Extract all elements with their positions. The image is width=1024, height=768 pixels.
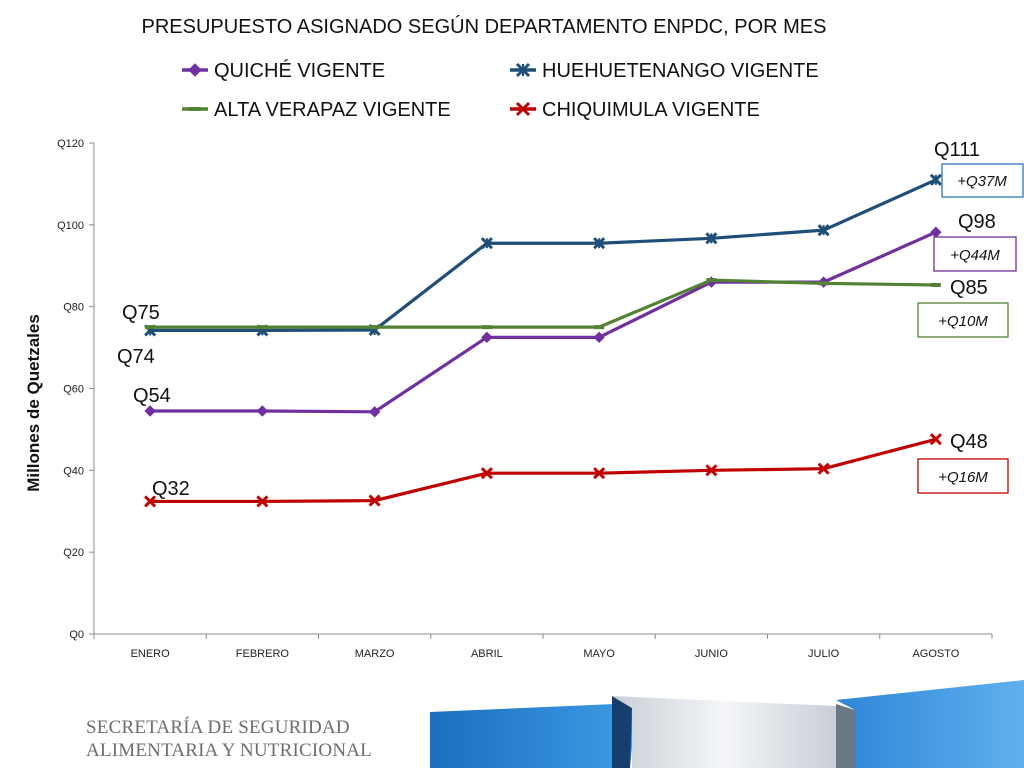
data-point-chiquimula — [368, 494, 381, 507]
annotations: Q75 Q74 Q54 Q32 Q111 +Q37M Q98 +Q44M Q85 +Q10M Q48… — [117, 139, 1024, 500]
legend-label: HUEHUETENANGO VIGENTE — [542, 60, 819, 82]
y-tick-label: Q20 — [63, 547, 84, 559]
data-point-alta_verapaz — [594, 325, 605, 330]
data-point-quiche — [481, 331, 493, 344]
x-tick-label: ENERO — [131, 648, 171, 660]
legend-marker — [515, 101, 531, 117]
axes: Q0 Q20 Q40 Q60 Q80 Q100 Q120 ENERO FEBRERO MARZO A… — [57, 138, 993, 660]
data-point-chiquimula — [144, 495, 157, 508]
start-label-alta_verapaz: Q75 — [122, 302, 160, 324]
end-label-alta_verapaz: Q85 — [950, 277, 988, 299]
footer-ribbon — [430, 680, 1024, 768]
series-quiche — [144, 226, 942, 418]
delta-label-chiquimula: +Q16M — [938, 469, 988, 486]
legend-marker — [188, 63, 202, 77]
data-point-chiquimula — [817, 462, 830, 475]
y-tick-label: Q80 — [63, 302, 84, 314]
delta-label-alta_verapaz: +Q10M — [938, 313, 988, 330]
x-tick-label: JULIO — [808, 648, 840, 660]
series-chiquimula — [144, 433, 942, 508]
data-point-chiquimula — [480, 467, 493, 480]
delta-box-alta_verapaz — [917, 302, 1009, 338]
data-point-chiquimula — [593, 467, 606, 480]
end-label-quiche: Q98 — [958, 211, 996, 233]
data-point-alta_verapaz — [257, 325, 268, 330]
x-tick-label: FEBRERO — [236, 648, 290, 660]
start-label-chiquimula: Q32 — [152, 478, 190, 500]
x-tick-label: MARZO — [355, 648, 395, 660]
footer-logo: SECRETARÍA DE SEGURIDAD ALIMENTARIA Y NU… — [86, 716, 372, 762]
data-point-quiche — [144, 405, 156, 417]
data-point-quiche — [593, 331, 605, 344]
data-point-huehuetenango — [480, 237, 493, 250]
legend-item-chiquimula: CHIQUIMULA VIGENTE — [510, 99, 760, 121]
start-label-huehuetenango: Q74 — [117, 346, 155, 368]
data-point-huehuetenango — [929, 173, 942, 186]
y-tick-label: Q40 — [63, 465, 84, 477]
end-label-chiquimula: Q48 — [950, 431, 988, 453]
legend-label: CHIQUIMULA VIGENTE — [542, 99, 760, 121]
data-point-quiche — [256, 405, 269, 417]
logo-line-2: ALIMENTARIA Y NUTRICIONAL — [86, 740, 372, 761]
series-layer — [144, 173, 942, 508]
y-axis-label: Millones de Quetzales — [24, 314, 43, 492]
legend-item-alta_verapaz: ALTA VERAPAZ VIGENTE — [182, 99, 451, 121]
data-point-quiche — [368, 406, 381, 418]
delta-label-huehuetenango: +Q37M — [957, 173, 1007, 190]
delta-label-quiche: +Q44M — [950, 247, 1000, 264]
y-tick-label: Q0 — [69, 629, 84, 641]
data-point-alta_verapaz — [481, 325, 492, 330]
x-tick-label: JUNIO — [695, 648, 728, 660]
legend-label: QUICHÉ VIGENTE — [214, 59, 385, 82]
series-line-chiquimula — [150, 437, 937, 504]
delta-box-quiche — [933, 236, 1017, 272]
series-line-alta_verapaz — [150, 278, 936, 329]
y-tick-label: Q100 — [57, 220, 84, 232]
x-tick-label: ABRIL — [471, 648, 503, 660]
data-point-alta_verapaz — [369, 325, 380, 330]
legend: QUICHÉ VIGENTE HUEHUETENANGO VIGENTE ALTA … — [182, 59, 819, 121]
data-point-chiquimula — [929, 433, 942, 446]
legend-item-huehuetenango: HUEHUETENANGO VIGENTE — [510, 60, 819, 82]
chart-title: PRESUPUESTO ASIGNADO SEGÚN DEPARTAMENTO … — [142, 15, 827, 38]
data-point-alta_verapaz — [930, 282, 941, 287]
legend-label: ALTA VERAPAZ VIGENTE — [214, 99, 451, 121]
x-tick-label: MAYO — [583, 648, 615, 660]
data-point-quiche — [930, 226, 942, 238]
data-point-alta_verapaz — [706, 278, 717, 283]
delta-box-chiquimula — [917, 458, 1009, 494]
data-point-chiquimula — [705, 464, 718, 477]
data-point-huehuetenango — [705, 232, 718, 245]
series-line-huehuetenango — [150, 178, 937, 332]
x-tick-label: AGOSTO — [912, 648, 959, 660]
start-label-quiche: Q54 — [133, 385, 171, 407]
data-point-huehuetenango — [817, 224, 830, 237]
series-huehuetenango — [144, 173, 942, 337]
y-tick-label: Q120 — [57, 138, 84, 150]
series-alta_verapaz — [145, 278, 941, 330]
legend-marker — [189, 107, 201, 111]
end-label-huehuetenango: Q111 — [934, 139, 980, 161]
delta-box-huehuetenango — [941, 163, 1024, 198]
logo-line-1: SECRETARÍA DE SEGURIDAD — [86, 717, 350, 738]
data-point-chiquimula — [256, 495, 269, 508]
y-tick-label: Q60 — [63, 384, 84, 396]
series-line-quiche — [150, 230, 937, 414]
legend-marker — [515, 62, 531, 78]
data-point-huehuetenango — [593, 237, 606, 250]
data-point-alta_verapaz — [818, 281, 829, 286]
legend-item-quiche: QUICHÉ VIGENTE — [182, 59, 385, 82]
data-point-alta_verapaz — [145, 325, 156, 330]
